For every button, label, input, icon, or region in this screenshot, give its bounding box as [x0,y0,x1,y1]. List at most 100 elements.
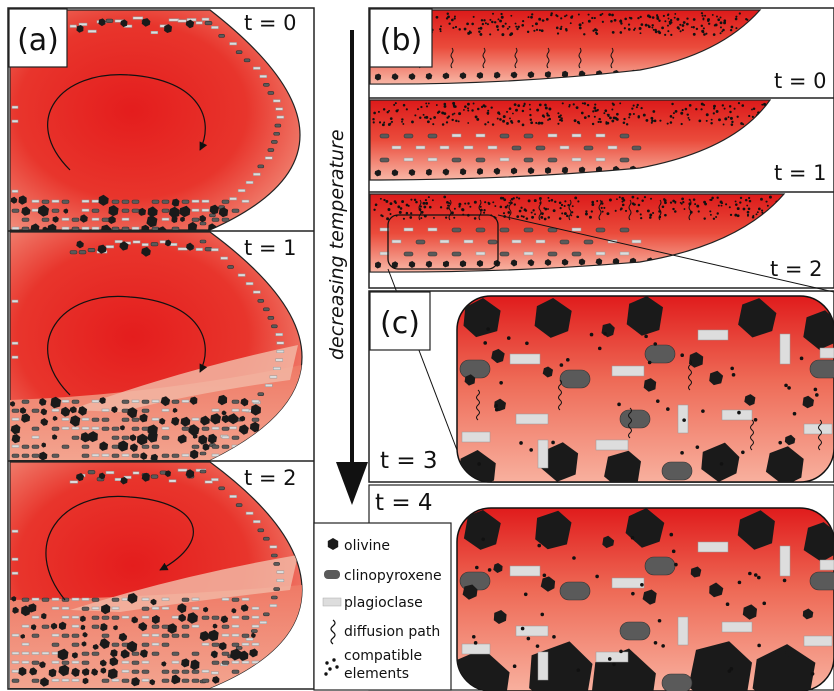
plagioclase-crystal [151,399,160,403]
compatible-element [765,107,769,111]
plagioclase-crystal [131,399,140,403]
clinopyroxene-crystal [111,199,120,204]
compatible-element [596,108,599,111]
clinopyroxene-crystal [661,461,693,481]
plagioclase-crystal [101,408,110,412]
compatible-element [467,102,470,106]
compatible-element [402,103,406,107]
olivine-crystal [642,589,657,605]
clinopyroxene-crystal [111,453,120,458]
olivine-crystal [118,632,128,642]
compatible-element [523,592,528,597]
plagioclase-crystal [71,597,80,601]
compatible-element [609,116,612,120]
olivine-crystal [408,261,416,268]
compatible-element [592,29,595,32]
plagioclase-crystal [81,426,90,430]
olivine-crystal [171,417,180,426]
compatible-element [716,15,718,18]
diffusion-path [658,199,662,221]
compatible-element [443,104,447,108]
clinopyroxene-crystal [231,453,240,458]
compatible-element [710,122,713,125]
olivine-crystal [625,508,665,548]
compatible-element [642,113,646,117]
plagioclase-crystal [595,651,629,663]
clinopyroxene-crystal [251,629,258,633]
plagioclase-crystal [81,417,90,421]
compatible-element [402,217,405,220]
compatible-element [431,199,434,202]
compatible-element [593,107,596,110]
clinopyroxene-crystal [105,18,114,23]
olivine-crystal [238,452,247,460]
olivine-crystal [81,668,90,676]
compatible-element [490,106,493,109]
compatible-element [713,107,716,110]
compatible-element [389,117,393,121]
compatible-element [526,636,531,641]
plagioclase-crystal [677,616,689,646]
compatible-element [500,12,503,16]
compatible-element [741,104,745,107]
compatible-element [729,667,734,671]
compatible-element [446,200,449,204]
clinopyroxene-crystal [87,248,96,253]
clinopyroxene-crystal [121,435,130,440]
olivine-crystal [180,216,185,222]
compatible-element [507,211,511,214]
compatible-element [756,23,759,26]
plagioclase-crystal [211,478,219,482]
olivine-crystal [107,668,118,680]
olivine-crystal [50,396,62,409]
olivine-crystal [250,632,256,638]
olivine-crystal [147,431,158,443]
compatible-element [521,23,525,27]
plagioclase-crystal [151,417,160,421]
plagioclase-crystal [161,597,170,601]
olivine-crystal [561,70,569,78]
svg-text:diffusion path: diffusion path [344,624,440,640]
olivine-crystal [20,634,25,639]
olivine-crystal [802,608,814,620]
clinopyroxene-crystal [31,453,40,458]
plagioclase-crystal [11,529,19,533]
olivine-crystal [646,69,654,77]
compatible-element [679,30,682,33]
compatible-element [560,25,563,28]
clinopyroxene-crystal [535,145,546,151]
clinopyroxene-crystal [241,615,250,620]
compatible-element [717,204,720,207]
compatible-element [389,213,392,216]
olivine-crystal [238,650,249,662]
compatible-element [636,103,639,107]
clinopyroxene-crystal [121,208,130,213]
plagioclase-crystal [451,133,462,138]
plagioclase-crystal [211,453,220,457]
compatible-element [684,107,688,111]
olivine-crystal [709,582,724,598]
svg-text:compatible: compatible [344,648,422,664]
olivine-crystal [784,434,796,446]
plagioclase-crystal [21,624,30,628]
compatible-element [530,15,533,19]
cumulate-zoom-t4 [456,507,834,691]
plagioclase-crystal [91,453,100,457]
clinopyroxene-crystal [181,669,190,674]
compatible-element [628,113,632,116]
olivine-crystal [231,608,237,614]
compatible-element [709,198,712,201]
plagioclase-crystal [141,633,150,637]
compatible-element [643,195,647,199]
compatible-element [711,13,714,16]
plagioclase-crystal [241,226,250,230]
compatible-element [682,418,686,422]
olivine-crystal [80,432,91,443]
clinopyroxene-crystal [91,615,100,620]
compatible-element [381,123,385,127]
compatible-element [594,28,597,31]
olivine-crystal [181,658,190,668]
compatible-element [469,205,472,208]
compatible-element [636,197,639,200]
olivine-crystal [52,415,58,421]
